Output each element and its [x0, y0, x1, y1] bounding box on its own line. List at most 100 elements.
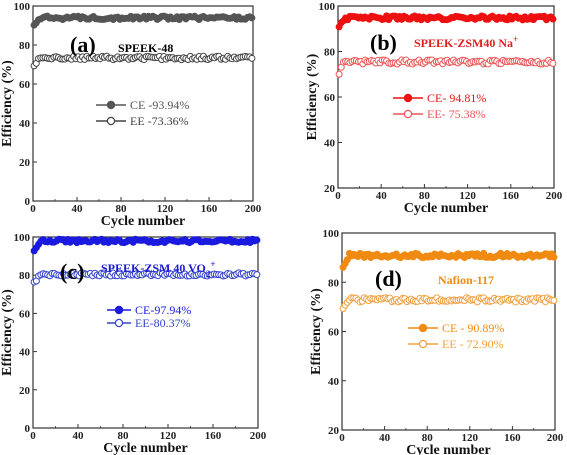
y-tick-label: 100 — [14, 1, 31, 13]
legend-marker — [114, 318, 124, 328]
x-tick-label: 0 — [335, 190, 341, 202]
x-tick-label: 0 — [30, 430, 36, 442]
x-tick-label: 0 — [30, 203, 36, 215]
legend-entry-ce: CE -93.94% — [96, 98, 189, 112]
panel-label: (c) — [60, 259, 84, 284]
x-tick-label: 40 — [73, 430, 85, 442]
data-point — [550, 253, 558, 261]
y-tick-label: 0 — [25, 423, 31, 435]
panel-label: (a) — [70, 32, 96, 57]
series-ce — [30, 12, 256, 29]
y-tick-label: 20 — [19, 385, 31, 397]
x-tick-label: 40 — [379, 432, 391, 444]
legend-marker — [418, 323, 428, 333]
y-axis-label: Efficiency (%) — [0, 60, 15, 147]
y-tick-label: 80 — [19, 40, 31, 52]
x-tick-label: 120 — [157, 203, 174, 215]
data-point — [343, 256, 351, 264]
chart-panel-c: 0 40 80 120 160 200 0 20 40 60 80 100 Cycle number Ef… — [0, 232, 267, 455]
legend-marker — [114, 305, 124, 315]
legend-label: EE -73.36% — [130, 114, 189, 128]
chart-panel-d: 0 40 80 120 160 200 20 40 60 80 100 Cycle number Eff… — [309, 228, 564, 455]
legend-marker — [403, 93, 413, 103]
y-tick-label: 40 — [19, 347, 31, 359]
chart-panel-a: 0 40 80 120 160 200 0 20 40 60 80 100 Cycle number Ef… — [0, 1, 262, 229]
series-ce — [339, 249, 558, 271]
legend-label: CE -93.94% — [130, 98, 189, 112]
x-tick-label: 160 — [205, 430, 222, 442]
legend-label: EE- 75.38% — [427, 107, 486, 121]
legend-marker — [403, 109, 413, 119]
legend-marker — [106, 100, 116, 110]
legend-entry-ce: CE-97.94% — [107, 303, 191, 317]
legend-marker — [418, 339, 428, 349]
legend-entry-ee: EE - 72.90% — [408, 337, 504, 351]
series-ee — [335, 56, 557, 78]
y-tick-label: 20 — [328, 425, 340, 437]
x-tick-label: 80 — [419, 190, 431, 202]
x-tick-label: 200 — [546, 190, 563, 202]
y-tick-label: 80 — [328, 277, 340, 289]
y-tick-label: 100 — [14, 232, 31, 244]
data-point — [550, 296, 558, 304]
series-ee — [30, 52, 256, 70]
data-point — [248, 14, 256, 22]
y-tick-label: 40 — [19, 118, 31, 130]
x-axis-label: Cycle number — [103, 441, 187, 455]
y-tick-label: 80 — [19, 270, 31, 282]
y-tick-label: 60 — [19, 308, 31, 320]
y-tick-label: 20 — [324, 183, 336, 195]
data-point — [253, 271, 261, 279]
x-tick-label: 40 — [376, 190, 388, 202]
x-tick-label: 160 — [504, 432, 521, 444]
legend-label: CE - 90.89% — [442, 321, 504, 335]
x-tick-label: 80 — [118, 430, 130, 442]
legend-label: CE-97.94% — [135, 303, 191, 317]
x-tick-label: 200 — [250, 430, 267, 442]
y-tick-label: 40 — [324, 138, 336, 150]
chart-panel-b: 0 40 80 120 160 200 20 40 60 80 100 Cycle number Eff… — [305, 1, 563, 216]
x-tick-label: 0 — [339, 432, 345, 444]
x-tick-label: 200 — [245, 203, 262, 215]
x-tick-label: 120 — [462, 432, 479, 444]
x-axis-label: Cycle number — [406, 443, 490, 455]
x-tick-label: 160 — [503, 190, 520, 202]
x-tick-label: 40 — [72, 203, 84, 215]
legend-entry-ee: EE -73.36% — [96, 114, 189, 128]
y-tick-label: 100 — [319, 1, 336, 13]
series-ee — [30, 269, 261, 286]
y-tick-label: 60 — [19, 79, 31, 91]
x-tick-label: 80 — [422, 432, 434, 444]
legend-label: EE-80.37% — [135, 316, 191, 330]
x-axis-label: Cycle number — [404, 201, 488, 216]
legend-marker — [106, 116, 116, 126]
x-tick-label: 160 — [201, 203, 218, 215]
y-axis-label: Efficiency (%) — [305, 53, 320, 140]
data-point — [549, 15, 557, 23]
legend-entry-ee: EE-80.37% — [107, 316, 191, 330]
series-ce — [335, 12, 557, 31]
x-axis-label: Cycle number — [101, 214, 185, 229]
y-tick-label: 60 — [324, 92, 336, 104]
series-ce — [30, 235, 261, 255]
legend-entry-ce: CE - 90.89% — [408, 321, 504, 335]
y-tick-label: 20 — [19, 157, 31, 169]
y-axis-label: Efficiency (%) — [309, 288, 324, 375]
y-tick-label: 100 — [323, 228, 340, 240]
y-tick-label: 40 — [328, 376, 340, 388]
y-tick-label: 60 — [328, 327, 340, 339]
data-point — [335, 70, 343, 78]
membrane-name: Nafion-117 — [438, 273, 494, 287]
data-point — [248, 54, 256, 62]
membrane-name: SPEEK-ZSM 40 VO2+ — [101, 259, 216, 279]
data-point — [549, 59, 557, 67]
membrane-name: SPEEK-48 — [118, 41, 173, 55]
data-point — [253, 236, 261, 244]
y-axis-label: Efficiency (%) — [0, 289, 15, 376]
membrane-name: SPEEK-ZSM40 Na+ — [414, 34, 518, 50]
x-tick-label: 200 — [547, 432, 564, 444]
panel-label: (d) — [375, 266, 402, 291]
legend-label: EE - 72.90% — [442, 337, 504, 351]
x-tick-label: 120 — [160, 430, 177, 442]
